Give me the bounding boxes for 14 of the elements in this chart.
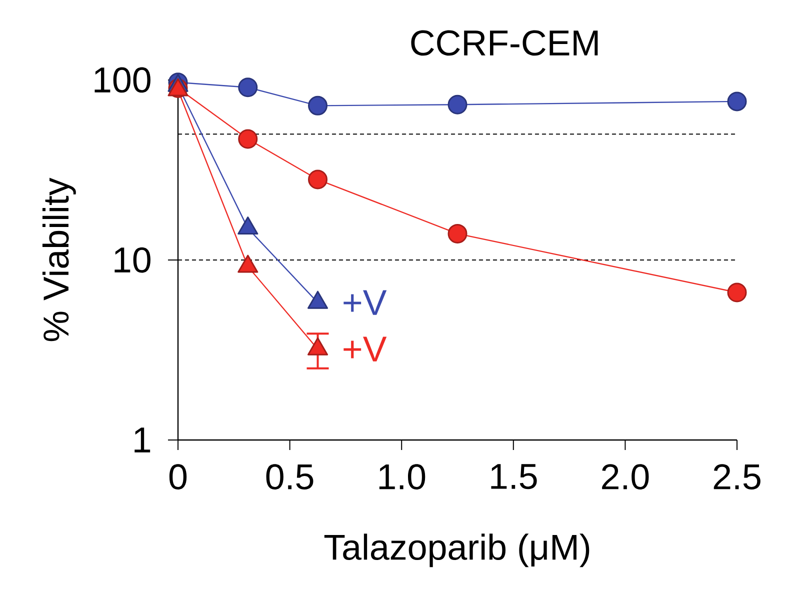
x-axis-title: Talazoparib (μM) <box>324 534 590 568</box>
x-tick-label: 0.5 <box>266 464 314 490</box>
x-tick-label: 2.5 <box>714 464 760 490</box>
x-tick-label: 1.0 <box>379 464 426 490</box>
x-tick-label: 1.5 <box>491 464 537 490</box>
series-label: +V <box>344 290 387 315</box>
y-tick-label: 1 <box>134 428 150 452</box>
y-axis-title: % Viability <box>42 178 76 342</box>
series-label: +V <box>344 336 387 362</box>
y-tick-label: 10 <box>114 247 150 273</box>
y-tick-label: 100 <box>94 67 150 93</box>
x-tick-label: 2.0 <box>602 464 649 490</box>
chart-title: CCRF-CEM <box>411 30 598 56</box>
x-tick-label: 0 <box>169 464 187 490</box>
